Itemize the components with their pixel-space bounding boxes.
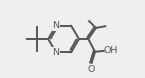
Text: O: O (88, 65, 95, 74)
Text: OH: OH (104, 46, 118, 55)
Text: N: N (52, 48, 59, 57)
Text: N: N (52, 21, 59, 30)
